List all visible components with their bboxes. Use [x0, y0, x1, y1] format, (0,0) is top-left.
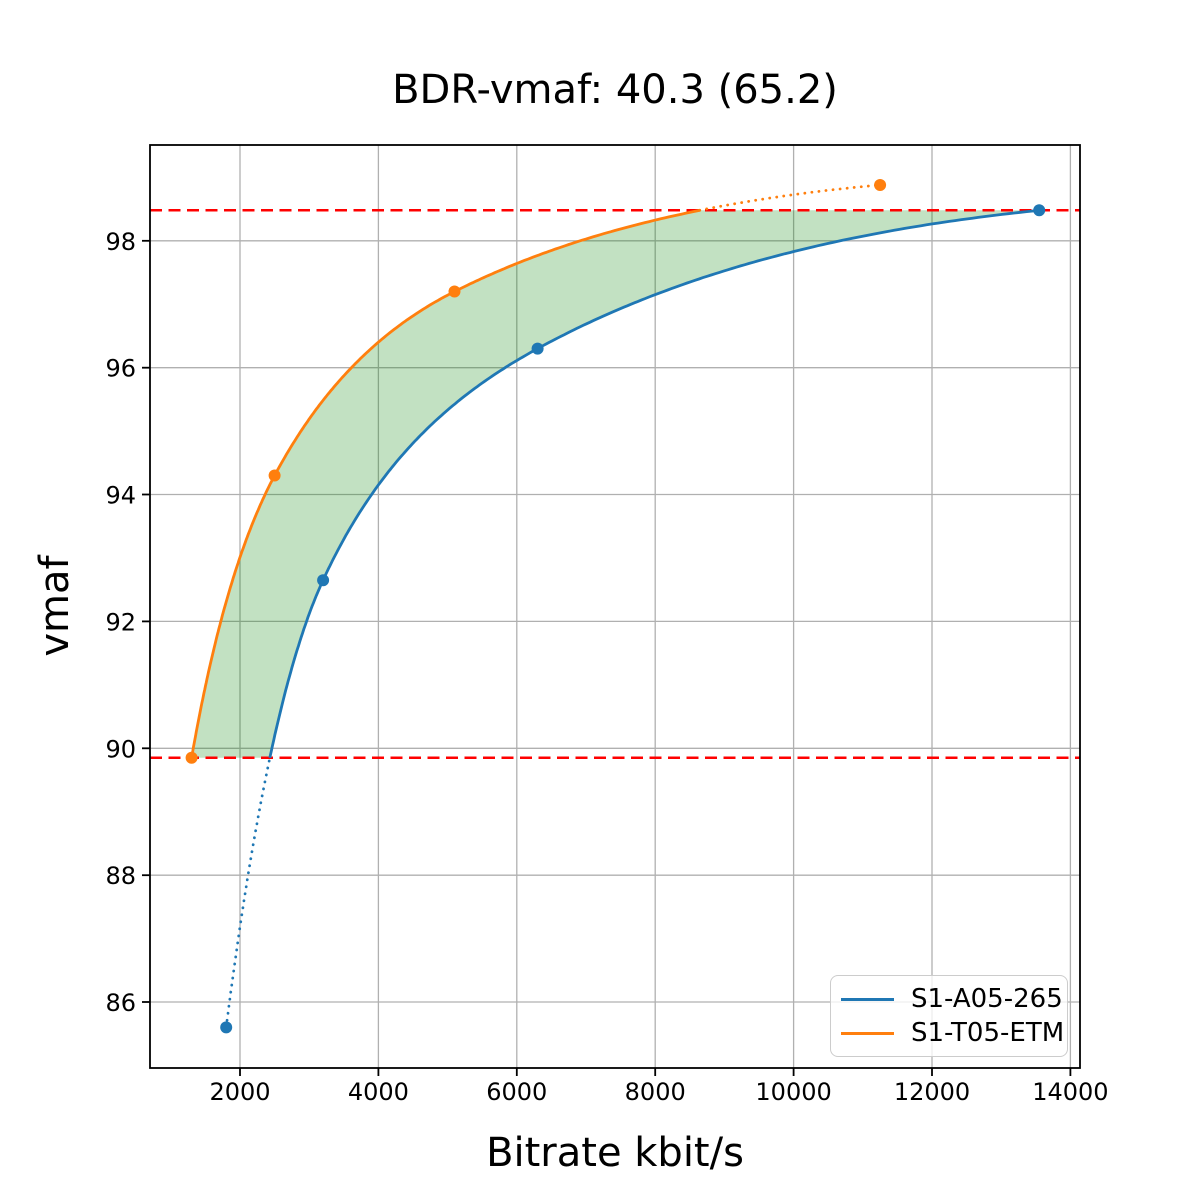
- legend-label: S1-T05-ETM: [911, 1018, 1065, 1048]
- legend: S1-A05-265 S1-T05-ETM: [830, 975, 1068, 1057]
- y-tick-label: 92: [105, 608, 136, 636]
- y-tick-label: 96: [105, 355, 136, 383]
- series-marker-S1-T05-ETM: [448, 285, 461, 298]
- series-marker-S1-T05-ETM: [268, 469, 281, 482]
- x-axis-label: Bitrate kbit/s: [486, 1130, 744, 1176]
- series-marker-S1-A05-265: [1033, 204, 1046, 217]
- chart-title: BDR-vmaf: 40.3 (65.2): [392, 67, 838, 113]
- series-marker-S1-A05-265: [317, 574, 330, 587]
- legend-entry: S1-T05-ETM: [831, 1018, 1067, 1048]
- series-marker-S1-A05-265: [531, 342, 544, 355]
- x-tick-label: 6000: [486, 1078, 547, 1106]
- bd-overlap-fill: [191, 210, 1040, 758]
- legend-entry: S1-A05-265: [831, 984, 1067, 1014]
- x-tick-label: 14000: [1032, 1078, 1108, 1106]
- series-marker-S1-T05-ETM: [874, 179, 887, 191]
- y-tick-label: 98: [105, 228, 136, 256]
- x-tick-label: 8000: [625, 1078, 686, 1106]
- y-tick-label: 90: [105, 735, 136, 763]
- x-tick-label: 12000: [894, 1078, 970, 1106]
- y-tick-label: 94: [105, 482, 136, 510]
- y-tick-label: 86: [105, 989, 136, 1017]
- plot-border: [149, 144, 1081, 1069]
- legend-label: S1-A05-265: [911, 984, 1063, 1014]
- series-marker-S1-T05-ETM: [185, 751, 198, 764]
- series-line-dotted-S1-T05-ETM: [698, 183, 882, 212]
- series-line-S1-T05-ETM: [190, 208, 700, 759]
- x-tick-label: 2000: [209, 1078, 270, 1106]
- series-marker-S1-A05-265: [220, 1021, 233, 1034]
- legend-line-sample: [841, 997, 894, 1001]
- x-tick-label: 4000: [348, 1078, 409, 1106]
- x-tick-label: 10000: [755, 1078, 831, 1106]
- legend-line-sample: [841, 1031, 894, 1035]
- y-tick-label: 88: [105, 862, 136, 890]
- series-line-dotted-S1-A05-265: [224, 756, 272, 1029]
